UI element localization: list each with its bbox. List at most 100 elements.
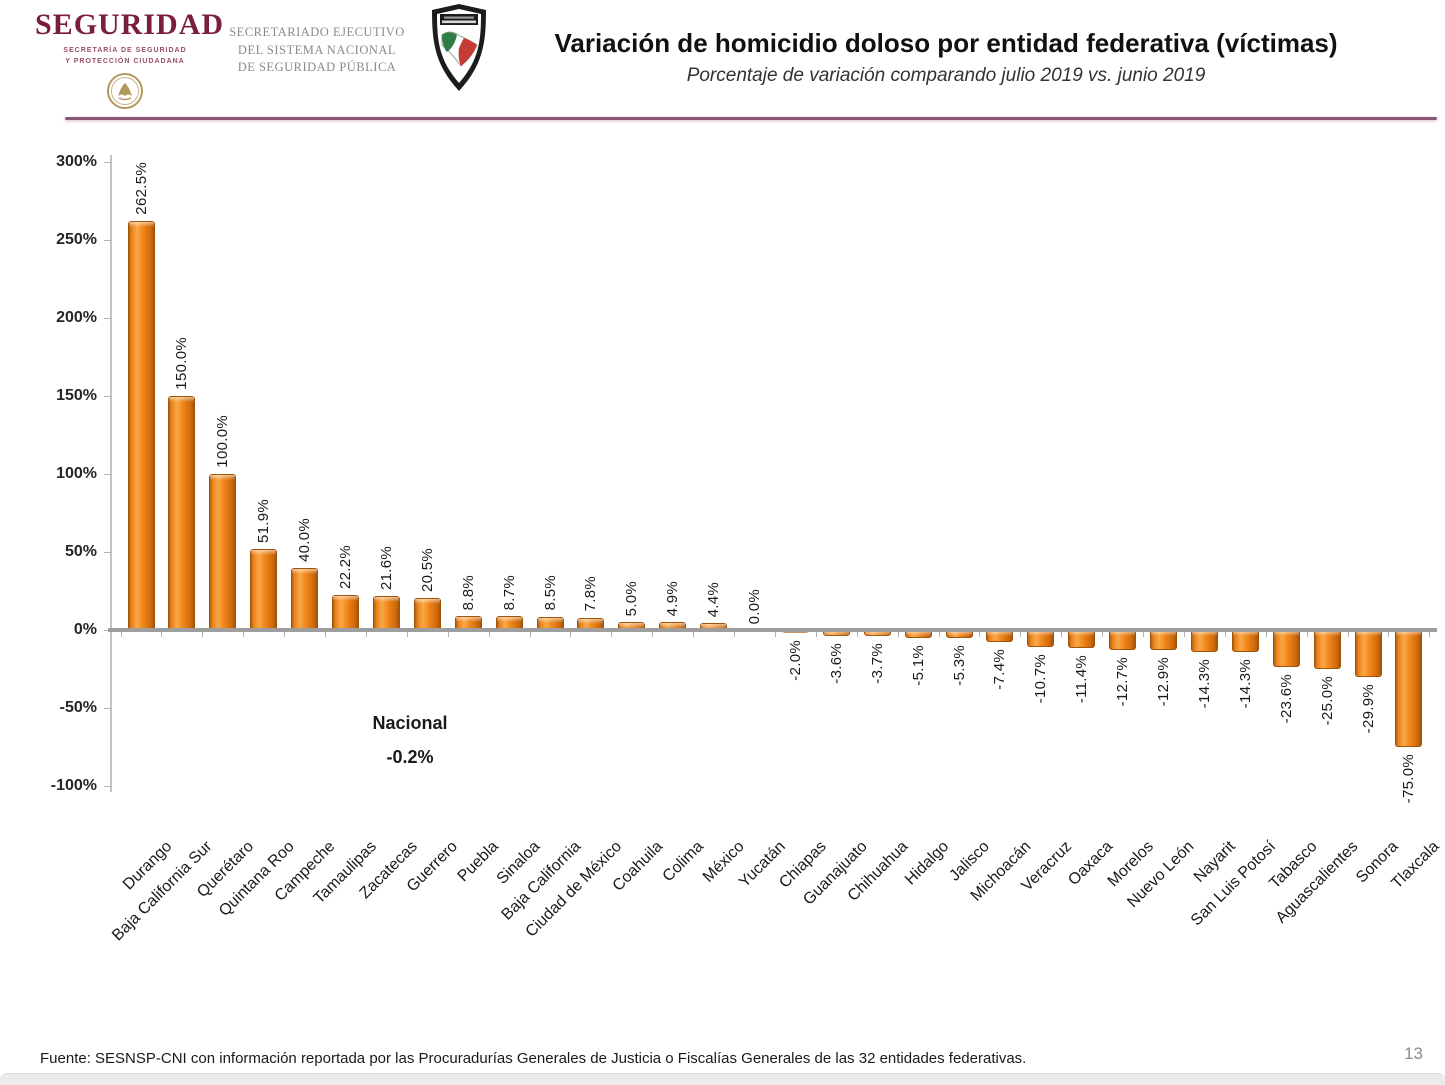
brand-subtitle-line2: Y PROTECCIÓN CIUDADANA — [65, 57, 185, 65]
x-axis-tick — [652, 632, 654, 637]
bar-value-label: 51.9% — [255, 499, 273, 544]
y-axis-tick-label: 0% — [73, 621, 97, 638]
bar-value-label: -3.6% — [827, 642, 845, 684]
y-axis-line — [110, 155, 112, 792]
bar — [372, 596, 400, 630]
x-axis-tick — [447, 632, 449, 637]
x-axis-tick — [774, 632, 776, 637]
x-axis-tick — [161, 632, 163, 637]
bar — [209, 474, 237, 630]
x-axis-tick — [529, 632, 531, 637]
bar-value-label: -7.4% — [991, 648, 1009, 690]
x-axis-tick — [1224, 632, 1226, 637]
bar-value-label: 150.0% — [173, 337, 191, 390]
y-axis-tick — [104, 318, 111, 319]
x-axis-tick — [938, 632, 940, 637]
y-axis-tick-label: -100% — [50, 777, 97, 794]
bar — [291, 567, 319, 630]
bar — [332, 595, 359, 630]
x-axis-tick — [1388, 632, 1390, 637]
chart-title: Variación de homicidio doloso por entida… — [554, 28, 1338, 58]
x-axis-tick — [1306, 632, 1308, 637]
y-axis-tick — [104, 396, 111, 397]
secretariat-line2: DEL SISTEMA NACIONAL — [237, 42, 397, 57]
bar-value-label: -5.3% — [950, 645, 968, 686]
bar-value-label: -29.9% — [1359, 683, 1377, 733]
secretariat-name: SECRETARIADO EJECUTIVO DEL SISTEMA NACIO… — [222, 24, 412, 77]
x-axis-tick — [1347, 632, 1349, 637]
bar — [1395, 630, 1423, 747]
bar-value-label: 21.6% — [377, 546, 395, 591]
category-label: Hidalgo — [901, 838, 953, 889]
x-axis-tick — [1183, 632, 1185, 637]
bar-value-label: -25.0% — [1318, 676, 1336, 726]
eagle-seal-icon — [107, 73, 143, 109]
bottom-scrollbar-track[interactable] — [0, 1073, 1445, 1085]
bar-value-label: -14.3% — [1236, 659, 1254, 709]
brand-subtitle: SECRETARÍA DE SEGURIDAD Y PROTECCIÓN CIU… — [35, 46, 215, 67]
x-axis-tick — [120, 632, 122, 637]
secretariat-line3: DE SEGURIDAD PÚBLICA — [237, 60, 397, 74]
bar-value-label: -3.7% — [868, 642, 886, 684]
bar — [1109, 630, 1137, 650]
bar — [1231, 630, 1259, 653]
y-axis-tick-label: 300% — [56, 153, 97, 170]
sesnsp-shield-icon — [432, 4, 486, 91]
x-axis-tick — [856, 632, 858, 637]
source-note: Fuente: SESNSP-CNI con información repor… — [40, 1050, 1027, 1067]
bar-value-label: 262.5% — [132, 161, 150, 215]
title-block: Variación de homicidio doloso por entida… — [452, 28, 1440, 87]
bar-value-label: 40.0% — [296, 517, 314, 562]
bar-value-label: 5.0% — [623, 580, 641, 617]
national-annotation: Nacional -0.2% — [325, 706, 495, 774]
x-axis-tick — [1102, 632, 1104, 637]
x-axis-tick — [1143, 632, 1145, 637]
bar-value-label: 7.8% — [582, 576, 600, 612]
x-axis-line — [108, 628, 1437, 632]
bar — [1027, 630, 1055, 647]
x-axis-tick — [815, 632, 817, 637]
brand-subtitle-line1: SECRETARÍA DE SEGURIDAD — [63, 47, 187, 54]
bar-value-label: -5.1% — [909, 644, 927, 686]
bar — [127, 220, 155, 630]
bar-value-label: 0.0% — [746, 588, 763, 624]
y-axis-tick — [104, 162, 111, 163]
y-axis-tick — [104, 240, 111, 241]
y-axis-tick — [104, 630, 111, 631]
bar-value-label: 4.9% — [664, 580, 682, 617]
bar-value-label: 8.5% — [541, 575, 559, 611]
x-axis-tick — [406, 632, 408, 637]
bar — [1190, 630, 1218, 653]
y-axis-tick-label: 200% — [56, 309, 97, 326]
y-axis-tick — [104, 552, 111, 553]
x-axis-tick — [897, 632, 899, 637]
x-axis-tick — [1429, 632, 1431, 637]
chart-subtitle: Porcentaje de variación comparando julio… — [686, 65, 1206, 87]
x-axis-tick — [488, 632, 490, 637]
x-axis-tick — [611, 632, 613, 637]
bar-value-label: -75.0% — [1400, 754, 1418, 804]
bar-value-label: 4.4% — [705, 581, 723, 618]
bar-value-label: -23.6% — [1277, 673, 1295, 724]
x-axis-tick — [243, 632, 245, 637]
national-annotation-label: Nacional — [372, 713, 448, 733]
x-axis-tick — [693, 632, 695, 637]
y-axis-tick-label: 250% — [56, 231, 97, 248]
bar-value-label: -2.0% — [786, 640, 804, 681]
y-axis-tick-label: 100% — [56, 465, 97, 482]
bar-value-label: -12.7% — [1114, 656, 1132, 707]
header-divider — [65, 117, 1437, 120]
bar-value-label: 22.2% — [337, 545, 354, 590]
x-axis-tick — [979, 632, 981, 637]
x-axis-tick — [734, 632, 736, 637]
page-number: 13 — [1404, 1044, 1423, 1063]
bar-value-label: 8.7% — [500, 575, 518, 611]
bar — [1150, 630, 1177, 651]
x-axis-tick — [365, 632, 367, 637]
national-annotation-value: -0.2% — [386, 747, 434, 767]
secretariat-line1: SECRETARIADO EJECUTIVO — [229, 25, 405, 39]
bar — [1068, 630, 1096, 648]
bar — [250, 549, 278, 630]
